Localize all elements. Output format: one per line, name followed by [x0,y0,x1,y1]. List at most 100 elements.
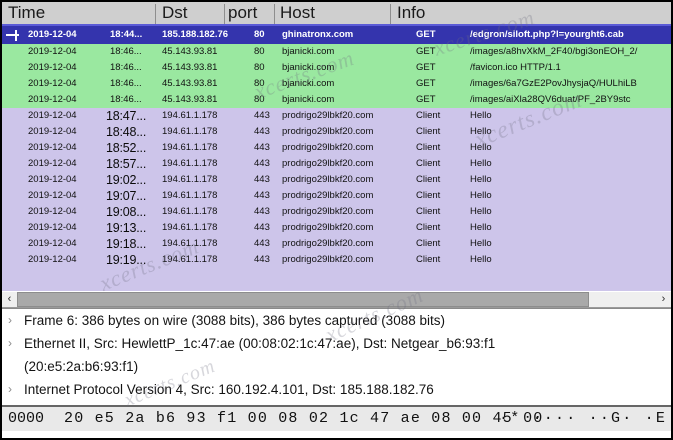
packet-time: 19:19... [106,253,147,267]
packet-proto: Client [416,110,441,121]
packet-detail-pane[interactable]: › Frame 6: 386 bytes on wire (3088 bits),… [2,308,671,405]
packet-time: 18:47... [106,109,147,123]
packet-row[interactable]: 2019-12-04 18:44... 185.188.182.76 80 ghinat… [2,26,671,44]
packet-proto: Client [416,206,441,217]
packet-info: Hello [470,158,492,169]
packet-row[interactable]: 2019-12-04 19:02... 194.61.1.178 443 prodrig… [2,172,671,188]
packet-port: 443 [254,238,270,249]
packet-date: 2019-12-04 [28,94,77,105]
packet-row[interactable]: 2019-12-04 19:18... 194.61.1.178 443 prodrig… [2,236,671,252]
chevron-right-icon[interactable]: › [8,382,12,396]
packet-port: 443 [254,142,270,153]
packet-dst: 194.61.1.178 [162,174,218,185]
packet-date: 2019-12-04 [28,78,77,89]
detail-tree-label: Frame 6: 386 bytes on wire (3088 bits), … [24,313,445,328]
packet-row[interactable]: 2019-12-04 18:57... 194.61.1.178 443 prodrig… [2,156,671,172]
packet-time: 19:07... [106,189,147,203]
packet-dst: 45.143.93.81 [162,78,218,89]
packet-dst: 194.61.1.178 [162,190,218,201]
packet-host: bjanicki.com [282,62,335,73]
packet-info: /edgron/siloft.php?l=yourght6.cab [470,29,624,40]
packet-time: 19:18... [106,237,147,251]
packet-list-hscrollbar[interactable]: ‹ › [2,291,671,308]
packet-date: 2019-12-04 [28,142,77,153]
packet-row[interactable]: 2019-12-04 19:07... 194.61.1.178 443 prodrig… [2,188,671,204]
column-header-host[interactable]: Host [280,3,315,22]
detail-tree-item[interactable]: › Ethernet II, Src: HewlettP_1c:47:ae (00… [2,332,671,355]
packet-dst: 194.61.1.178 [162,110,218,121]
hex-ascii-values: ·* ···· ··G· ·E [499,410,668,427]
packet-host: ghinatronx.com [282,29,354,40]
packet-port: 443 [254,174,270,185]
packet-list[interactable]: 2019-12-04 18:44... 185.188.182.76 80 ghinat… [2,26,671,291]
detail-tree-item[interactable]: (20:e5:2a:b6:93:f1) [2,355,671,378]
packet-proto: Client [416,142,441,153]
packet-time: 18:46... [110,46,142,57]
packet-row[interactable]: 2019-12-04 18:46... 45.143.93.81 80 bjanicki… [2,60,671,76]
chevron-right-icon[interactable]: › [8,336,12,350]
chevron-right-icon[interactable]: › [8,313,12,327]
packet-date: 2019-12-04 [28,158,77,169]
column-divider[interactable] [274,4,275,24]
packet-date: 2019-12-04 [28,254,77,265]
packet-time: 19:02... [106,173,147,187]
column-header-info[interactable]: Info [397,3,426,22]
packet-info: Hello [470,254,492,265]
packet-date: 2019-12-04 [28,206,77,217]
packet-port: 80 [254,29,265,40]
detail-tree-label: Internet Protocol Version 4, Src: 160.19… [24,382,434,397]
detail-tree-label: Ethernet II, Src: HewlettP_1c:47:ae (00:… [24,336,496,351]
packet-proto: Client [416,158,441,169]
packet-row[interactable]: 2019-12-04 18:48... 194.61.1.178 443 prodrig… [2,124,671,140]
packet-dst: 194.61.1.178 [162,126,218,137]
packet-row[interactable]: 2019-12-04 19:19... 194.61.1.178 443 prodrig… [2,252,671,268]
scroll-left-arrow-icon[interactable]: ‹ [2,292,17,307]
packet-time: 18:46... [110,94,142,105]
column-header-time[interactable]: Time [8,3,46,22]
packet-host: prodrigo29lbkf20.com [282,126,374,137]
packet-date: 2019-12-04 [28,110,77,121]
column-divider[interactable] [224,4,225,24]
packet-row[interactable]: 2019-12-04 18:47... 194.61.1.178 443 prodrig… [2,108,671,124]
packet-row[interactable]: 2019-12-04 18:46... 45.143.93.81 80 bjanicki… [2,92,671,108]
packet-info: Hello [470,238,492,249]
packet-info: Hello [470,126,492,137]
packet-row[interactable]: 2019-12-04 18:46... 45.143.93.81 80 bjanicki… [2,76,671,92]
detail-tree-label: (20:e5:2a:b6:93:f1) [24,359,139,374]
column-divider[interactable] [155,4,156,24]
packet-host: prodrigo29lbkf20.com [282,142,374,153]
packet-port: 80 [254,46,265,57]
detail-tree-item[interactable]: › Internet Protocol Version 4, Src: 160.1… [2,378,671,401]
packet-host: bjanicki.com [282,94,335,105]
packet-port: 443 [254,110,270,121]
packet-row[interactable]: 2019-12-04 18:52... 194.61.1.178 443 prodrig… [2,140,671,156]
detail-tree-item[interactable]: › Frame 6: 386 bytes on wire (3088 bits),… [2,309,671,332]
packet-time: 18:52... [106,141,147,155]
column-divider[interactable] [390,4,391,24]
packet-port: 443 [254,222,270,233]
column-header-dst[interactable]: Dst [162,3,188,22]
packet-time: 19:08... [106,205,147,219]
packet-bytes-pane[interactable]: 0000 20 e5 2a b6 93 f1 00 08 02 1c 47 ae… [2,405,671,431]
packet-time: 18:44... [110,29,143,40]
packet-proto: Client [416,190,441,201]
hex-byte-values: 20 e5 2a b6 93 f1 00 08 02 1c 47 ae 08 0… [64,410,544,427]
column-header-port[interactable]: port [228,3,258,22]
packet-dst: 194.61.1.178 [162,222,218,233]
packet-row[interactable]: 2019-12-04 19:08... 194.61.1.178 443 prodrig… [2,204,671,220]
packet-host: prodrigo29lbkf20.com [282,238,374,249]
packet-date: 2019-12-04 [28,190,77,201]
packet-info: /images/a8hvXkM_2F40/bgi3onEOH_2/ [470,46,638,57]
packet-dst: 45.143.93.81 [162,62,218,73]
packet-info: Hello [470,142,492,153]
packet-dst: 194.61.1.178 [162,254,218,265]
packet-port: 443 [254,254,270,265]
packet-row[interactable]: 2019-12-04 19:13... 194.61.1.178 443 prodrig… [2,220,671,236]
scrollbar-thumb[interactable] [17,292,589,307]
packet-host: prodrigo29lbkf20.com [282,158,374,169]
scroll-right-arrow-icon[interactable]: › [656,292,671,307]
packet-proto: Client [416,254,441,265]
packet-row[interactable]: 2019-12-04 18:46... 45.143.93.81 80 bjanicki… [2,44,671,60]
packet-host: bjanicki.com [282,46,335,57]
